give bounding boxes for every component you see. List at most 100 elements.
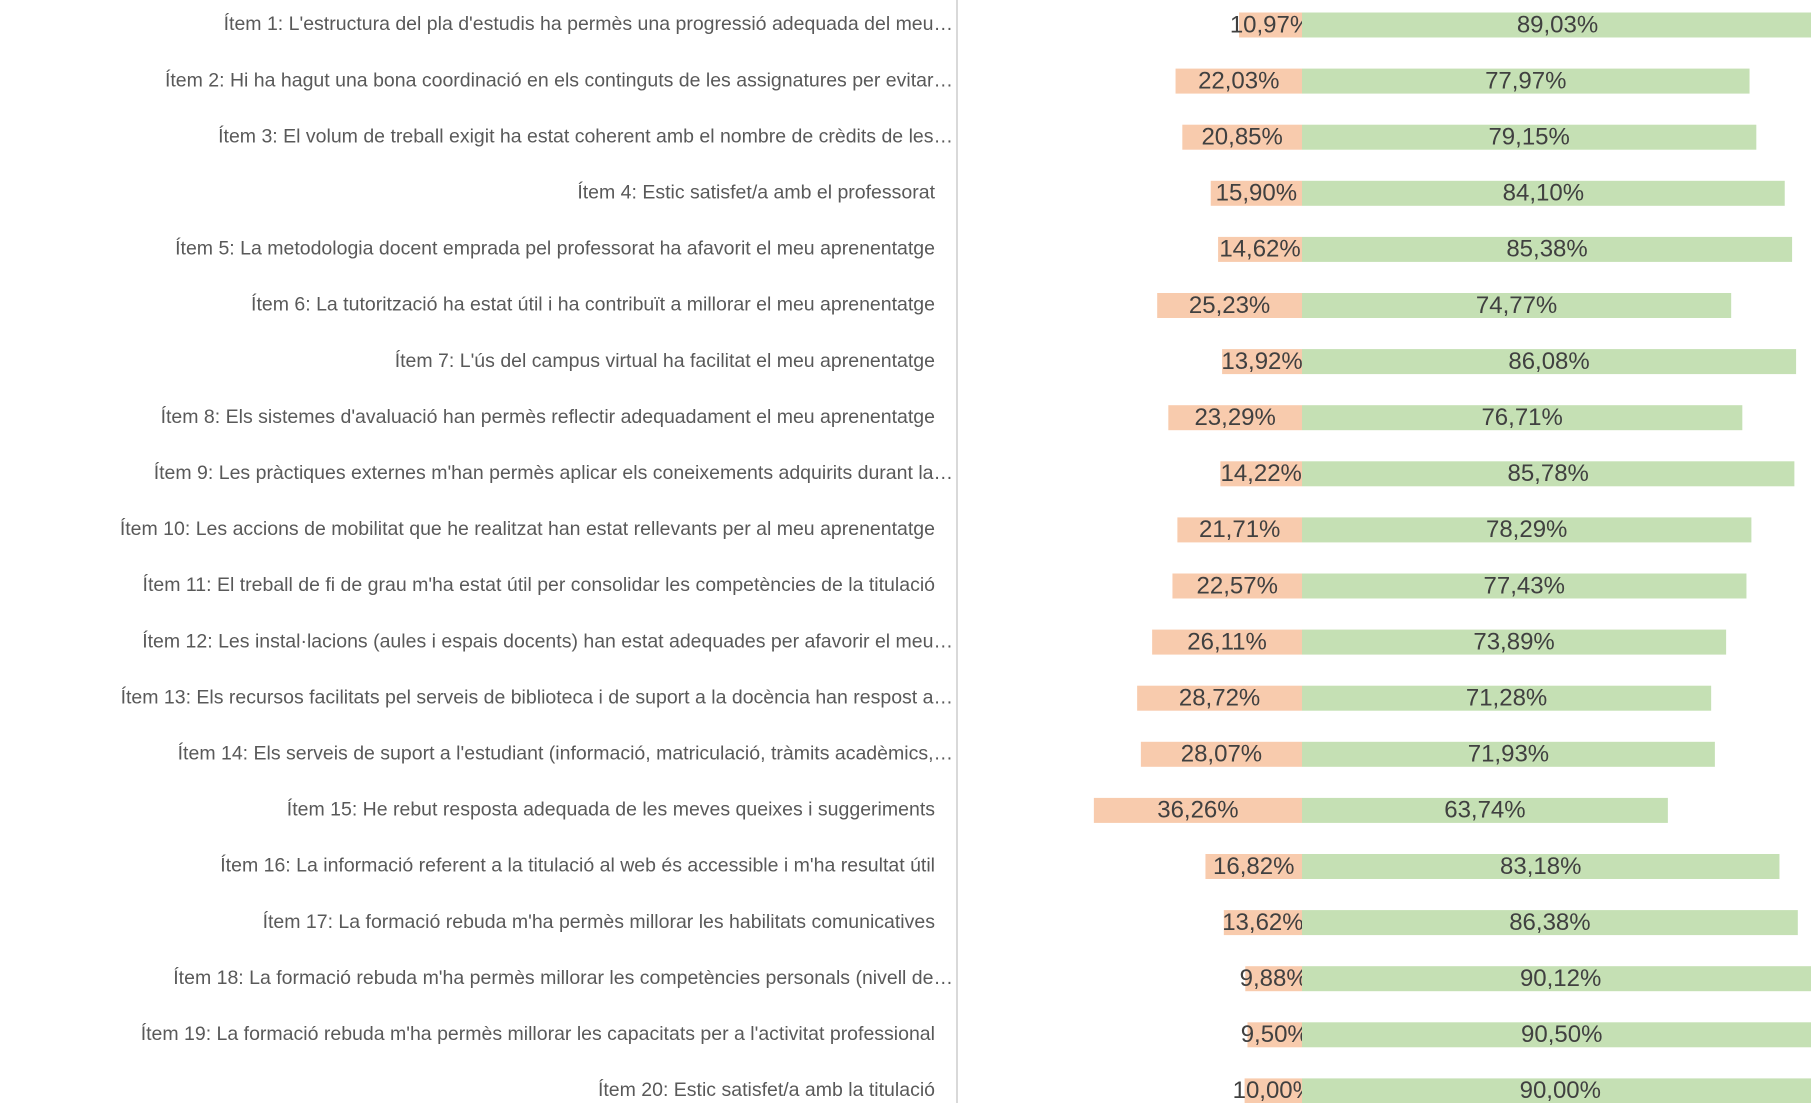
bar: [1302, 180, 1785, 206]
value-label: 63,74%: [1444, 797, 1525, 824]
value-label: 10,97%: [1230, 11, 1311, 38]
value-label: 13,92%: [1221, 348, 1302, 375]
bar: [1302, 1078, 1811, 1103]
category-label: Ítem 18: La formació rebuda m'ha permès …: [173, 966, 953, 989]
bar: [1093, 797, 1302, 823]
value-label: 9,50%: [1241, 1021, 1309, 1048]
bar: [1140, 741, 1302, 767]
value-label: 86,38%: [1509, 909, 1590, 936]
value-label: 84,10%: [1503, 180, 1584, 207]
category-label: Ítem 6: La tutorització ha estat útil i …: [251, 293, 935, 316]
value-label: 71,28%: [1466, 685, 1547, 712]
value-label: 23,29%: [1194, 404, 1275, 431]
bar: [1245, 966, 1302, 992]
bar: [1175, 68, 1302, 94]
bar: [1302, 741, 1715, 767]
category-label: Ítem 3: El volum de treball exigit ha es…: [218, 124, 953, 147]
category-label: Ítem 15: He rebut resposta adequada de l…: [287, 798, 935, 821]
bar: [1302, 517, 1752, 543]
category-label: Ítem 13: Els recursos facilitats pel ser…: [121, 685, 953, 708]
bar: [1302, 1022, 1811, 1048]
bar: [1302, 629, 1727, 655]
bar: [1239, 12, 1302, 38]
bar: [1247, 1022, 1302, 1048]
value-label: 21,71%: [1199, 516, 1280, 543]
value-label: 78,29%: [1486, 516, 1567, 543]
bar: [1302, 797, 1668, 823]
category-label: Ítem 16: La informació referent a la tit…: [220, 854, 935, 877]
value-label: 76,71%: [1481, 404, 1562, 431]
category-label: Ítem 9: Les pràctiques externes m'han pe…: [154, 461, 953, 484]
bar: [1302, 573, 1747, 599]
value-label: 14,22%: [1220, 460, 1301, 487]
category-label: Ítem 2: Hi ha hagut una bona coordinació…: [165, 68, 953, 91]
value-label: 15,90%: [1216, 180, 1297, 207]
category-label: Ítem 1: L'estructura del pla d'estudis h…: [224, 12, 953, 35]
value-label: 22,03%: [1198, 67, 1279, 94]
bar: [1182, 124, 1302, 150]
value-label: 26,11%: [1187, 628, 1267, 655]
value-label: 90,12%: [1520, 965, 1601, 992]
bar: [1302, 293, 1732, 318]
category-label: Ítem 12: Les instal·lacions (aules i esp…: [142, 629, 953, 652]
bar: [1302, 405, 1743, 431]
value-label: 36,26%: [1157, 797, 1238, 824]
bar: [1210, 180, 1302, 206]
value-label: 9,88%: [1240, 965, 1308, 992]
value-label: 79,15%: [1488, 124, 1569, 151]
value-label: 85,78%: [1507, 460, 1588, 487]
value-label: 13,62%: [1222, 909, 1303, 936]
category-label: Ítem 17: La formació rebuda m'ha permès …: [263, 910, 936, 933]
bar: [1157, 293, 1302, 318]
value-label: 77,97%: [1485, 67, 1566, 94]
value-label: 83,18%: [1500, 853, 1581, 880]
bar: [1152, 629, 1302, 655]
bar: [1223, 910, 1302, 936]
category-label: Ítem 4: Estic satisfet/a amb el professo…: [577, 180, 935, 203]
category-label: Ítem 8: Els sistemes d'avaluació han per…: [161, 405, 935, 428]
value-label: 74,77%: [1476, 292, 1557, 319]
value-label: 71,93%: [1468, 741, 1549, 768]
category-label: Ítem 20: Estic satisfet/a amb la titulac…: [598, 1078, 935, 1101]
category-label: Ítem 14: Els serveis de suport a l'estud…: [178, 741, 953, 764]
value-label: 90,50%: [1521, 1021, 1602, 1048]
value-label: 86,08%: [1508, 348, 1589, 375]
bar: [1244, 1078, 1302, 1103]
value-label: 25,23%: [1189, 292, 1270, 319]
bar: [1302, 966, 1811, 992]
value-label: 77,43%: [1484, 572, 1565, 599]
value-label: 16,82%: [1213, 853, 1294, 880]
bar: [1302, 685, 1712, 711]
bar: [1222, 349, 1302, 375]
bar: [1302, 236, 1793, 262]
value-label: 28,72%: [1179, 685, 1260, 712]
bar: [1177, 517, 1302, 543]
value-label: 14,62%: [1219, 236, 1300, 263]
bar: [1302, 68, 1750, 94]
bar: [1302, 12, 1811, 38]
bar: [1137, 685, 1302, 711]
value-label: 20,85%: [1201, 124, 1282, 151]
category-label: Ítem 19: La formació rebuda m'ha permès …: [141, 1022, 935, 1045]
value-label: 10,00%: [1233, 1077, 1314, 1103]
bar: [1302, 910, 1798, 936]
value-label: 89,03%: [1517, 11, 1598, 38]
value-label: 73,89%: [1473, 628, 1554, 655]
bar: [1302, 124, 1757, 150]
category-label: Ítem 11: El treball de fi de grau m'ha e…: [143, 573, 936, 596]
value-label: 22,57%: [1197, 572, 1278, 599]
category-label: Ítem 10: Les accions de mobilitat que he…: [120, 517, 935, 540]
bar: [1302, 349, 1797, 375]
bar: [1302, 461, 1795, 487]
bar: [1302, 854, 1780, 879]
bar: [1172, 573, 1302, 599]
value-label: 28,07%: [1181, 741, 1262, 768]
category-label: Ítem 5: La metodologia docent emprada pe…: [175, 237, 935, 260]
category-label: Ítem 7: L'ús del campus virtual ha facil…: [395, 349, 935, 372]
bar: [1218, 236, 1302, 262]
bar: [1168, 405, 1302, 431]
bar: [1220, 461, 1302, 487]
value-label: 90,00%: [1520, 1077, 1601, 1103]
